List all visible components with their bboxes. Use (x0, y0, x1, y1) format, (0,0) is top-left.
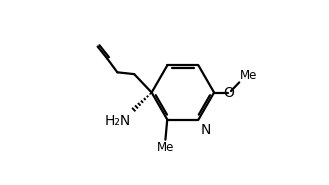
Text: Me: Me (240, 69, 258, 82)
Text: Me: Me (157, 141, 174, 154)
Text: H₂N: H₂N (104, 114, 131, 128)
Text: N: N (201, 123, 211, 137)
Text: O: O (224, 85, 235, 100)
